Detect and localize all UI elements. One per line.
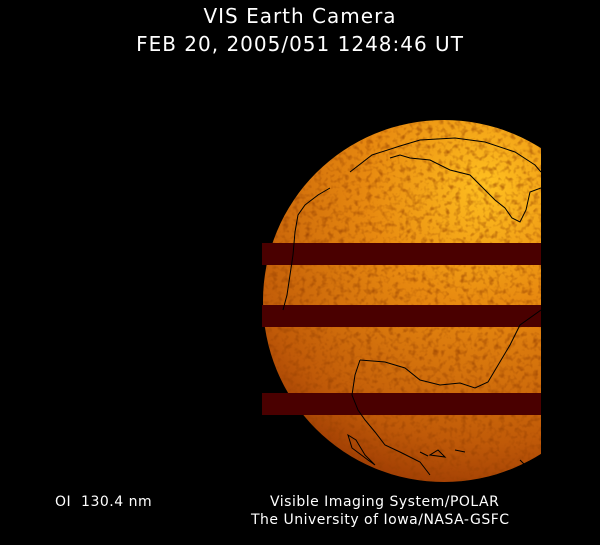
missing-data-bands xyxy=(262,243,541,415)
data-gap-band xyxy=(262,393,541,415)
image-title: VIS Earth Camera xyxy=(203,4,397,28)
data-gap-band xyxy=(262,243,541,265)
disk-texture xyxy=(263,120,541,482)
data-gap-band xyxy=(262,305,541,327)
instrument-credit: Visible Imaging System/POLAR xyxy=(270,494,500,510)
institution-credit: The University of Iowa/NASA-GSFC xyxy=(251,512,510,528)
image-timestamp: FEB 20, 2005/051 1248:46 UT xyxy=(136,32,464,56)
wavelength-label: OI 130.4 nm xyxy=(55,494,153,510)
coastline-overlay xyxy=(282,137,541,476)
